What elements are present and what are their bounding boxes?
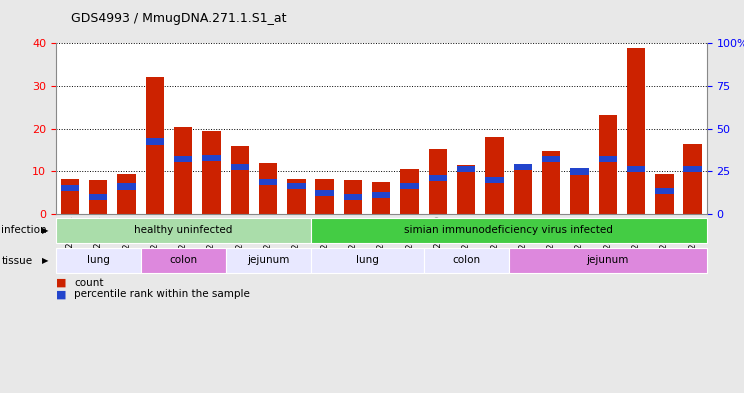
Bar (146, 77, 164, 214)
Text: ▶: ▶ (42, 226, 49, 235)
Text: count: count (74, 277, 104, 288)
Bar (655, 174, 673, 214)
Text: jejunum: jejunum (247, 255, 289, 265)
Bar (310, 248, 424, 273)
Text: lung: lung (87, 255, 109, 265)
Bar (141, 248, 225, 273)
Bar (118, 174, 135, 214)
Bar (202, 131, 221, 214)
Bar (315, 179, 334, 214)
Bar (61, 179, 79, 214)
Bar (542, 151, 560, 214)
Bar (231, 164, 249, 170)
Text: ■: ■ (56, 289, 66, 299)
Bar (174, 156, 193, 162)
Bar (259, 163, 278, 214)
Bar (202, 155, 221, 161)
Text: GDS4993 / MmugDNA.271.1.S1_at: GDS4993 / MmugDNA.271.1.S1_at (71, 12, 286, 25)
Bar (118, 184, 135, 189)
Bar (598, 115, 617, 214)
Bar (56, 218, 310, 243)
Bar (598, 156, 617, 162)
Text: colon: colon (169, 255, 197, 265)
Bar (225, 248, 310, 273)
Bar (570, 168, 589, 174)
Bar (627, 48, 645, 214)
Text: tissue: tissue (1, 255, 33, 266)
Bar (231, 146, 249, 214)
Bar (315, 190, 334, 196)
Text: ▶: ▶ (42, 256, 49, 265)
Bar (344, 180, 362, 214)
Text: simian immunodeficiency virus infected: simian immunodeficiency virus infected (404, 225, 613, 235)
Bar (310, 218, 707, 243)
Bar (424, 248, 509, 273)
Bar (655, 187, 673, 194)
Bar (174, 127, 193, 214)
Text: healthy uninfected: healthy uninfected (134, 225, 232, 235)
Bar (56, 248, 141, 273)
Bar (372, 182, 391, 214)
Text: percentile rank within the sample: percentile rank within the sample (74, 289, 250, 299)
Bar (570, 171, 589, 214)
Bar (259, 179, 278, 185)
Bar (542, 156, 560, 162)
Bar (513, 164, 532, 170)
Bar (457, 165, 475, 214)
Bar (146, 138, 164, 145)
Bar (457, 166, 475, 173)
Bar (287, 183, 306, 189)
Text: infection: infection (1, 225, 47, 235)
Text: jejunum: jejunum (586, 255, 629, 265)
Bar (429, 175, 447, 181)
Bar (509, 248, 707, 273)
Bar (400, 169, 419, 214)
Bar (400, 183, 419, 189)
Bar (61, 185, 79, 191)
Bar (372, 192, 391, 198)
Text: lung: lung (356, 255, 379, 265)
Bar (344, 194, 362, 200)
Bar (429, 149, 447, 214)
Bar (89, 194, 107, 200)
Text: ■: ■ (56, 277, 66, 288)
Bar (485, 177, 504, 183)
Bar (89, 180, 107, 214)
Bar (287, 179, 306, 214)
Text: colon: colon (452, 255, 481, 265)
Bar (684, 166, 702, 173)
Bar (684, 144, 702, 214)
Bar (513, 165, 532, 214)
Bar (485, 137, 504, 214)
Bar (627, 166, 645, 173)
